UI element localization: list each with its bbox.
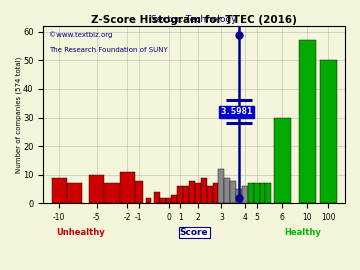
Text: 3.5981: 3.5981 [220,107,253,116]
Bar [260,183,265,203]
Bar [274,118,291,203]
Bar [299,40,316,203]
Bar [320,60,337,203]
Bar [189,181,195,203]
Bar [254,183,260,203]
Bar [183,186,189,203]
Bar [219,169,224,203]
Text: Score: Score [180,228,208,237]
Bar [201,178,207,203]
Bar [236,189,242,203]
Bar [248,183,254,203]
Bar [154,192,160,203]
Bar [195,183,201,203]
Bar [51,178,67,203]
Bar [89,175,104,203]
Y-axis label: Number of companies (574 total): Number of companies (574 total) [15,56,22,173]
Bar [67,183,82,203]
Text: Sector: Technology: Sector: Technology [151,15,237,24]
Bar [177,186,183,203]
Bar [242,186,248,203]
Bar [171,195,177,203]
Bar [212,183,219,203]
Title: Z-Score Histogram for TTEC (2016): Z-Score Histogram for TTEC (2016) [91,15,297,25]
Bar [166,198,171,203]
Text: The Research Foundation of SUNY: The Research Foundation of SUNY [49,47,168,53]
Bar [135,181,143,203]
Bar [104,183,120,203]
Bar [120,172,135,203]
Text: Unhealthy: Unhealthy [57,228,105,237]
Bar [224,178,230,203]
Bar [160,198,166,203]
Bar [145,198,151,203]
Bar [265,183,271,203]
Bar [207,186,212,203]
Text: Healthy: Healthy [285,228,321,237]
Text: ©www.textbiz.org: ©www.textbiz.org [49,31,113,38]
Bar [230,181,236,203]
